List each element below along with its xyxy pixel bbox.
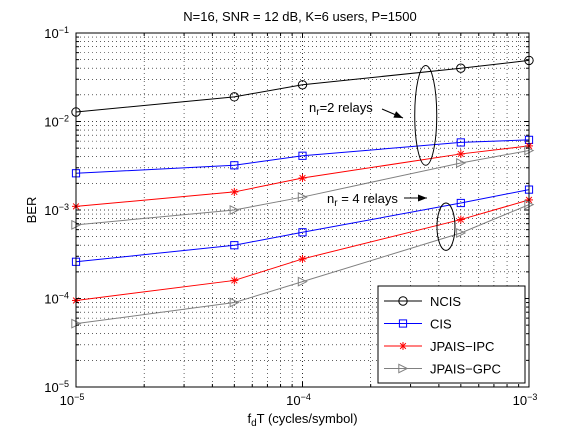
y-tick-label: 10−3 <box>44 202 69 218</box>
arrow-nr4 <box>404 194 427 202</box>
x-tick-label-exp: −4 <box>301 392 311 402</box>
series-line <box>75 139 530 174</box>
star-stroke <box>457 150 465 158</box>
data-point <box>298 173 307 182</box>
y-tick-label-base: 10 <box>44 292 58 307</box>
data-point <box>456 198 465 208</box>
y-tick-label-base: 10 <box>44 380 58 395</box>
data-point <box>229 92 240 102</box>
chart-title: N=16, SNR = 12 dB, K=6 users, P=1500 <box>183 9 416 24</box>
data-point <box>298 151 307 160</box>
star-stroke <box>231 188 238 196</box>
legend-label: CIS <box>430 317 452 332</box>
data-point <box>456 138 465 147</box>
x-tick-label-base: 10 <box>60 393 74 408</box>
arrow-nr2 <box>381 108 404 119</box>
legend-marker <box>399 342 407 350</box>
annotation-nr2-sub: r <box>316 107 320 118</box>
y-tick-label: 10−1 <box>44 25 69 41</box>
star-stroke <box>457 216 465 223</box>
y-tick-label-exp: −2 <box>59 114 69 124</box>
y-tick-label-base: 10 <box>44 203 58 218</box>
y-axis-label: BER <box>24 197 39 224</box>
legend-item-ncis: NCIS <box>384 294 461 309</box>
annotation-nr2: nr=2 relays <box>309 100 373 118</box>
legend-label: NCIS <box>430 294 461 309</box>
ellipse-nr2 <box>414 64 438 166</box>
legend: NCIS CIS JPAIS−IPC JPAIS−GPC <box>377 285 526 384</box>
data-point <box>230 161 239 170</box>
star-stroke <box>231 277 238 284</box>
x-axis-label-sub: d <box>251 418 257 429</box>
x-tick-label-base: 10 <box>513 393 527 408</box>
x-tick-label: 10−4 <box>286 392 311 408</box>
data-point <box>297 192 308 203</box>
data-point <box>297 80 308 90</box>
y-tick-label: 10−5 <box>44 379 69 395</box>
annotation-nr2-pre: n <box>309 100 316 115</box>
star-stroke <box>399 342 407 350</box>
data-point <box>229 204 240 216</box>
data-point <box>456 215 465 224</box>
arrow-head <box>418 194 427 202</box>
star-stroke <box>299 174 306 182</box>
y-tick-label-exp: −4 <box>59 291 69 301</box>
legend-label: JPAIS−GPC <box>430 362 501 377</box>
annotation-nr4-pre: n <box>327 191 334 206</box>
data-point <box>230 276 239 285</box>
legend-item-cis: CIS <box>384 317 452 332</box>
annotation-nr4-post: = 4 relays <box>338 191 399 206</box>
x-tick-label: 10−5 <box>60 392 85 408</box>
legend-marker <box>398 296 408 306</box>
star-stroke <box>299 255 306 263</box>
x-tick-label-base: 10 <box>286 393 300 408</box>
data-point <box>456 157 467 168</box>
legend-item-jpais-ipc: JPAIS−IPC <box>384 339 494 354</box>
data-point <box>298 228 307 237</box>
y-tick-label: 10−2 <box>44 114 69 130</box>
x-axis-label-rest: T (cycles/symbol) <box>257 411 358 426</box>
x-tick-label-exp: −3 <box>527 392 537 402</box>
y-tick-label-base: 10 <box>44 26 58 41</box>
series-line <box>75 189 530 263</box>
x-tick-label-exp: −5 <box>74 392 84 402</box>
annotation-nr4-sub: r <box>334 198 338 209</box>
series-layer <box>71 55 535 329</box>
data-point <box>229 297 240 308</box>
axis-ticks: 10−5 10−4 10−310−510−410−310−210−1 <box>44 25 537 408</box>
data-point <box>456 227 467 238</box>
x-tick-label: 10−3 <box>513 392 538 408</box>
legend-box <box>377 285 526 384</box>
x-axis-label-main: f <box>247 411 251 426</box>
data-point <box>298 254 307 263</box>
legend-label: JPAIS−IPC <box>430 339 494 354</box>
data-point <box>297 276 308 287</box>
series-line <box>75 59 530 113</box>
series-line <box>75 150 530 226</box>
data-point <box>456 63 466 73</box>
x-axis-label: fdT (cycles/symbol) <box>247 411 357 429</box>
legend-marker <box>398 319 408 328</box>
ellipse-nr4 <box>436 202 456 251</box>
annotation-nr4: nr = 4 relays <box>327 191 398 209</box>
y-tick-label-base: 10 <box>44 115 58 130</box>
data-point <box>456 149 465 158</box>
y-tick-label-exp: −1 <box>59 25 69 35</box>
y-tick-label-exp: −5 <box>59 379 69 389</box>
y-tick-label: 10−4 <box>44 291 69 307</box>
legend-marker <box>398 363 409 374</box>
legend-item-jpais-gpc: JPAIS−GPC <box>384 362 501 377</box>
data-point <box>230 187 239 196</box>
y-tick-label-exp: −3 <box>59 202 69 212</box>
data-point <box>230 241 239 250</box>
arrow-head <box>393 111 403 118</box>
annotation-nr2-post: =2 relays <box>320 100 374 115</box>
series-line <box>75 204 530 325</box>
